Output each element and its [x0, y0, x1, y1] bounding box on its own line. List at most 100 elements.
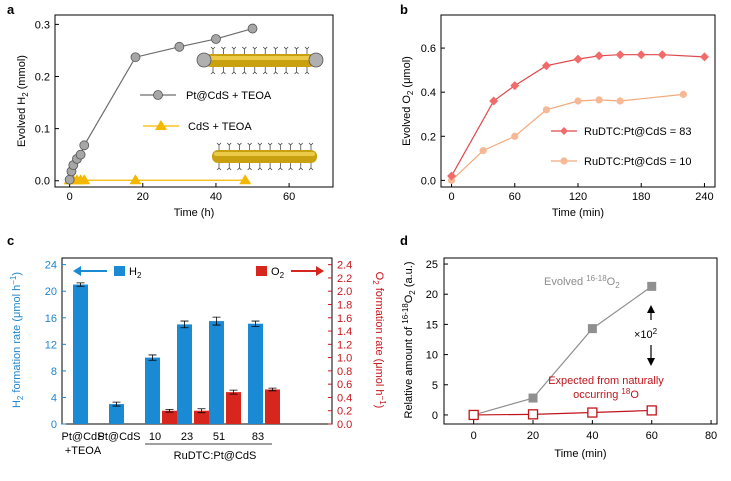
ligand-top: [237, 142, 242, 150]
panel-d-ytick-label: 10: [426, 350, 438, 362]
legend-pt-cds-marker: [153, 90, 163, 100]
series-83-point: [541, 61, 551, 71]
panel-b: 0 60 120 180 240 0.0 0.2 0.4 0.6 Time (min) RuDTC…: [401, 14, 716, 219]
o2-bar: [162, 410, 177, 424]
panel-c-y2tick-label: 1.8: [337, 299, 352, 311]
ligand-bottom: [216, 163, 222, 171]
ligand-top: [262, 46, 268, 54]
panel-d-xtick-label: 20: [527, 430, 539, 442]
o2-bar: [265, 389, 280, 424]
expected-line: [473, 409, 652, 416]
o2-legend-swatch: [256, 266, 267, 276]
ligand-bottom: [273, 67, 278, 75]
ligand-bottom: [247, 163, 252, 171]
panel-c-y2tick-label: 0.6: [337, 379, 352, 391]
panel-c-y2tick-label: 1.4: [337, 326, 352, 338]
o2-bar: [194, 410, 209, 424]
panel-c-category-sublabel: +TEOA: [65, 445, 102, 457]
legend-83-label: RuDTC:Pt@CdS = 83: [584, 126, 691, 138]
evolved-point: [528, 393, 538, 403]
legend-83-marker: [560, 127, 568, 135]
ligand-top: [308, 142, 314, 150]
ligand-bottom: [288, 163, 293, 171]
series-83-point: [447, 171, 457, 181]
series-83-point: [699, 52, 709, 62]
pt-cds-rod-body: [205, 54, 315, 67]
ligand-top: [216, 142, 222, 150]
pt-particle-right: [308, 52, 324, 68]
ligand-top: [210, 46, 216, 54]
panel-c-frame: [61, 257, 333, 425]
panel-b-ytick-label: 0.6: [421, 43, 436, 55]
panel-b-xtick-label: 120: [569, 191, 587, 203]
panel-d-xtick-label: 60: [646, 430, 658, 442]
cds-point: [78, 174, 91, 185]
ligand-bottom: [304, 67, 310, 75]
cds-nanorod-illustration: [212, 142, 317, 171]
panel-c-y2tick-label: 0.0: [337, 419, 352, 431]
h2-bar: [177, 324, 192, 424]
panel-d-ytick-label: 15: [426, 319, 438, 331]
series-83-point: [657, 50, 667, 60]
panel-a-xtick-label: 40: [210, 191, 222, 203]
panel-c-y2tick-label: 2.2: [337, 273, 352, 285]
panel-b-xtick-label: 240: [695, 191, 713, 203]
evolved-line: [473, 285, 653, 416]
cds-point: [129, 174, 142, 185]
h2-error-bar: [76, 282, 85, 287]
expected-point: [587, 407, 598, 418]
panel-c-ytick-label: 24: [45, 260, 57, 272]
ligand-bottom: [221, 67, 226, 75]
panel-a-xtick-label: 60: [283, 191, 295, 203]
evolved-point: [647, 281, 657, 291]
panel-b-xtick-label: 180: [632, 191, 650, 203]
series-83-point: [489, 96, 499, 106]
ligand-top: [304, 46, 310, 54]
panel-a-ylabel: Evolved H2 (mmol): [16, 55, 30, 147]
expected-point: [646, 405, 657, 416]
panel-d-xlabel: Time (min): [554, 448, 606, 460]
legend-expected-line2: occurring 18O: [573, 387, 639, 401]
scale-arrow-up-head: [647, 305, 655, 313]
pt-cds-point: [211, 34, 221, 44]
legend-h2: H2: [73, 266, 142, 280]
pt-cds-point: [174, 41, 185, 52]
ligand-top: [283, 46, 289, 54]
h2-arrow-head: [73, 266, 81, 276]
panel-a-ytick-label: 0.2: [35, 72, 50, 84]
panel-c-category-label: 23: [181, 431, 193, 443]
series-10-point: [479, 147, 487, 155]
h2-error-bar: [251, 320, 260, 327]
ligand-top: [288, 142, 293, 150]
panel-c-y2tick-label: 0.4: [337, 392, 352, 404]
expected-point: [468, 409, 479, 421]
h2-bar: [109, 404, 124, 424]
panel-b-xtick-label: 0: [448, 191, 454, 203]
panel-c-category-label: 10: [149, 431, 161, 443]
ligand-bottom: [226, 163, 232, 171]
panel-c-category-label: 83: [252, 431, 264, 443]
panel-d-frame: [443, 257, 718, 425]
panel-c: 0 4 8 12 16 20 24 0.00.2 0.40.60.81.0 1.21.41.6 1.…: [9, 257, 387, 462]
ligand-bottom: [278, 163, 283, 171]
pt-cds-point: [130, 52, 141, 63]
h2-error-bar: [148, 354, 157, 361]
panel-b-ytick-label: 0.2: [421, 131, 436, 143]
panel-c-ytick-label: 4: [51, 392, 57, 404]
panel-a-ytick-label: 0.1: [35, 124, 50, 136]
panel-d-xtick-label: 40: [586, 430, 598, 442]
ligand-top: [278, 142, 283, 150]
ligand-bottom: [242, 67, 247, 75]
panel-label-a: a: [7, 2, 15, 17]
series-83-point: [636, 50, 646, 60]
ligand-top: [231, 46, 237, 54]
panel-c-ylabel: H2 formation rate (μmol h−1): [9, 272, 25, 408]
series-10-point: [511, 132, 519, 140]
panel-d-xtick-label: 80: [705, 430, 717, 442]
series-83-point: [573, 54, 583, 64]
panel-d-ytick-label: 25: [426, 259, 438, 271]
ligand-bottom: [257, 163, 263, 171]
evolved-point: [587, 324, 597, 334]
ligand-bottom: [262, 67, 268, 75]
panel-label-b: b: [400, 2, 408, 17]
